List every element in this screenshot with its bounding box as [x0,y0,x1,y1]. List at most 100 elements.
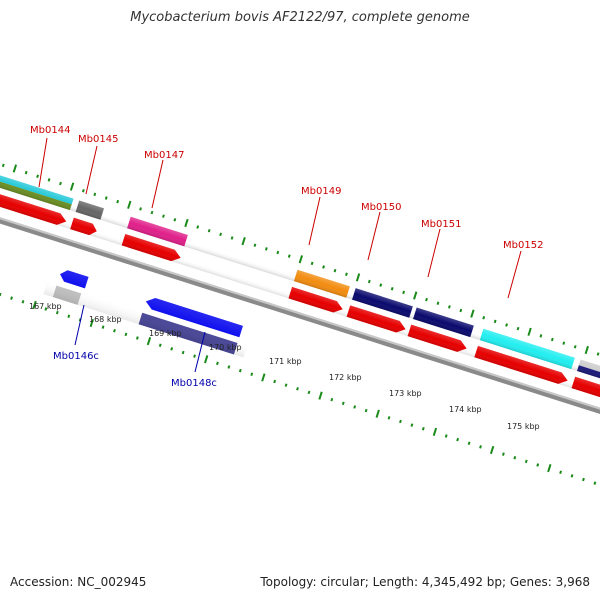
gc-upper-tick [470,309,475,318]
gene-label-mb0149: Mb0149 [301,186,341,197]
gc-upper-tick [184,218,189,228]
gc-upper-tick [322,265,325,269]
gc-lower-tick [101,325,105,329]
gc-upper-tick [482,316,486,320]
kbp-label-173: 173 kbp [389,389,422,398]
gc-lower-tick [158,343,162,347]
gc-upper-tick [47,178,51,182]
gc-upper-tick [12,164,18,173]
gc-upper-tick [550,337,554,342]
gc-upper-tick [81,189,85,193]
gc-upper-tick [379,283,383,287]
gc-upper-tick [367,279,371,284]
gc-upper-tick [253,243,257,247]
gene-label-mb0148c: Mb0148c [171,378,217,389]
gc-upper-tick [333,268,337,273]
gc-lower-tick [21,299,25,304]
gc-upper-tick [413,291,418,300]
gc-lower-tick [410,423,414,427]
gc-upper-tick [150,210,154,215]
gc-lower-tick [273,379,277,384]
gc-lower-tick [135,336,139,340]
gc-upper-tick [516,326,520,331]
kbp-labels: 167 kbp 168 kbp 169 kbp 170 kbp 171 kbp … [29,302,540,431]
gene-label-mb0144: Mb0144 [30,125,70,136]
map-title: Mycobacterium bovis AF2122/97, complete … [130,10,470,25]
kbp-label-174: 174 kbp [449,405,482,414]
gc-lower-tick [124,332,128,337]
gene-label-mb0152: Mb0152 [503,240,543,251]
gc-upper-tick [116,199,120,204]
gc-upper-tick [505,323,508,327]
gc-lower-tick [296,387,299,391]
gc-upper-tick [562,341,566,345]
gc-upper-tick [207,228,211,233]
gc-lower-tick [227,365,231,369]
gene-label-mb0151: Mb0151 [421,219,461,230]
gc-upper-tick [1,163,5,168]
gc-upper-tick [36,174,40,178]
gc-upper-tick [447,305,451,309]
gc-lower-tick [113,329,116,333]
gc-ticks-upper [1,163,600,356]
gc-lower-tick [467,441,471,445]
gc-upper-tick [436,301,440,305]
kbp-label-167: 167 kbp [29,302,62,311]
gc-lower-tick [547,464,552,473]
gc-lower-tick [559,470,563,474]
gc-upper-tick [573,345,577,349]
gene-label-mb0147: Mb0147 [144,150,184,161]
gc-lower-tick [44,307,48,311]
gc-ticks-lower [0,292,597,485]
gc-lower-tick [170,347,174,351]
gc-upper-tick [459,308,463,313]
gc-lower-tick [421,426,425,431]
kbp-label-171: 171 kbp [269,357,302,366]
gc-lower-tick [146,337,152,346]
gc-lower-tick [593,481,597,485]
gc-lower-tick [89,318,94,328]
gc-lower-tick [501,452,505,456]
gc-upper-tick [127,200,132,209]
gc-lower-tick [399,419,402,424]
gc-upper-tick [104,196,108,200]
gene-label-mb0150: Mb0150 [361,202,401,213]
gc-upper-tick [287,254,291,258]
gc-lower-tick [353,405,357,409]
gc-lower-tick [238,368,242,373]
gc-upper-tick [264,247,268,251]
gc-upper-tick [298,255,304,264]
genome-summary-text: Topology: circular; Length: 4,345,492 bp… [260,575,590,589]
gc-lower-tick [261,373,266,382]
gc-lower-tick [193,354,196,358]
gc-lower-tick [387,416,391,420]
gc-lower-tick [284,383,288,387]
accession-text: Accession: NC_002945 [10,575,147,589]
gene-label-mb0145: Mb0145 [78,134,118,145]
kbp-label-172: 172 kbp [329,373,362,382]
gc-lower-tick [375,409,380,418]
kbp-label-169: 169 kbp [149,329,182,338]
gc-lower-tick [32,300,37,309]
gc-lower-tick [181,350,185,355]
kbp-label-170: 170 kbp [209,343,242,352]
gc-upper-tick [93,192,97,197]
gc-lower-tick [479,445,482,449]
gc-upper-tick [24,170,28,175]
gc-lower-tick [216,361,219,366]
gc-upper-tick [355,273,361,282]
kbp-label-175: 175 kbp [507,422,540,431]
gc-lower-tick [582,477,585,482]
gene-labels: Mb0144 Mb0145 Mb0146c Mb0147 Mb0148c Mb0… [30,125,543,389]
gc-lower-tick [318,391,323,400]
gc-upper-tick [59,181,62,186]
gc-lower-tick [55,310,59,315]
gc-lower-tick [0,292,2,297]
gc-lower-tick [67,314,71,318]
kbp-label-168: 168 kbp [89,315,122,324]
gc-lower-tick [330,397,334,402]
gc-lower-tick [524,459,528,464]
gc-upper-tick [345,272,348,276]
gc-upper-tick [69,182,75,191]
